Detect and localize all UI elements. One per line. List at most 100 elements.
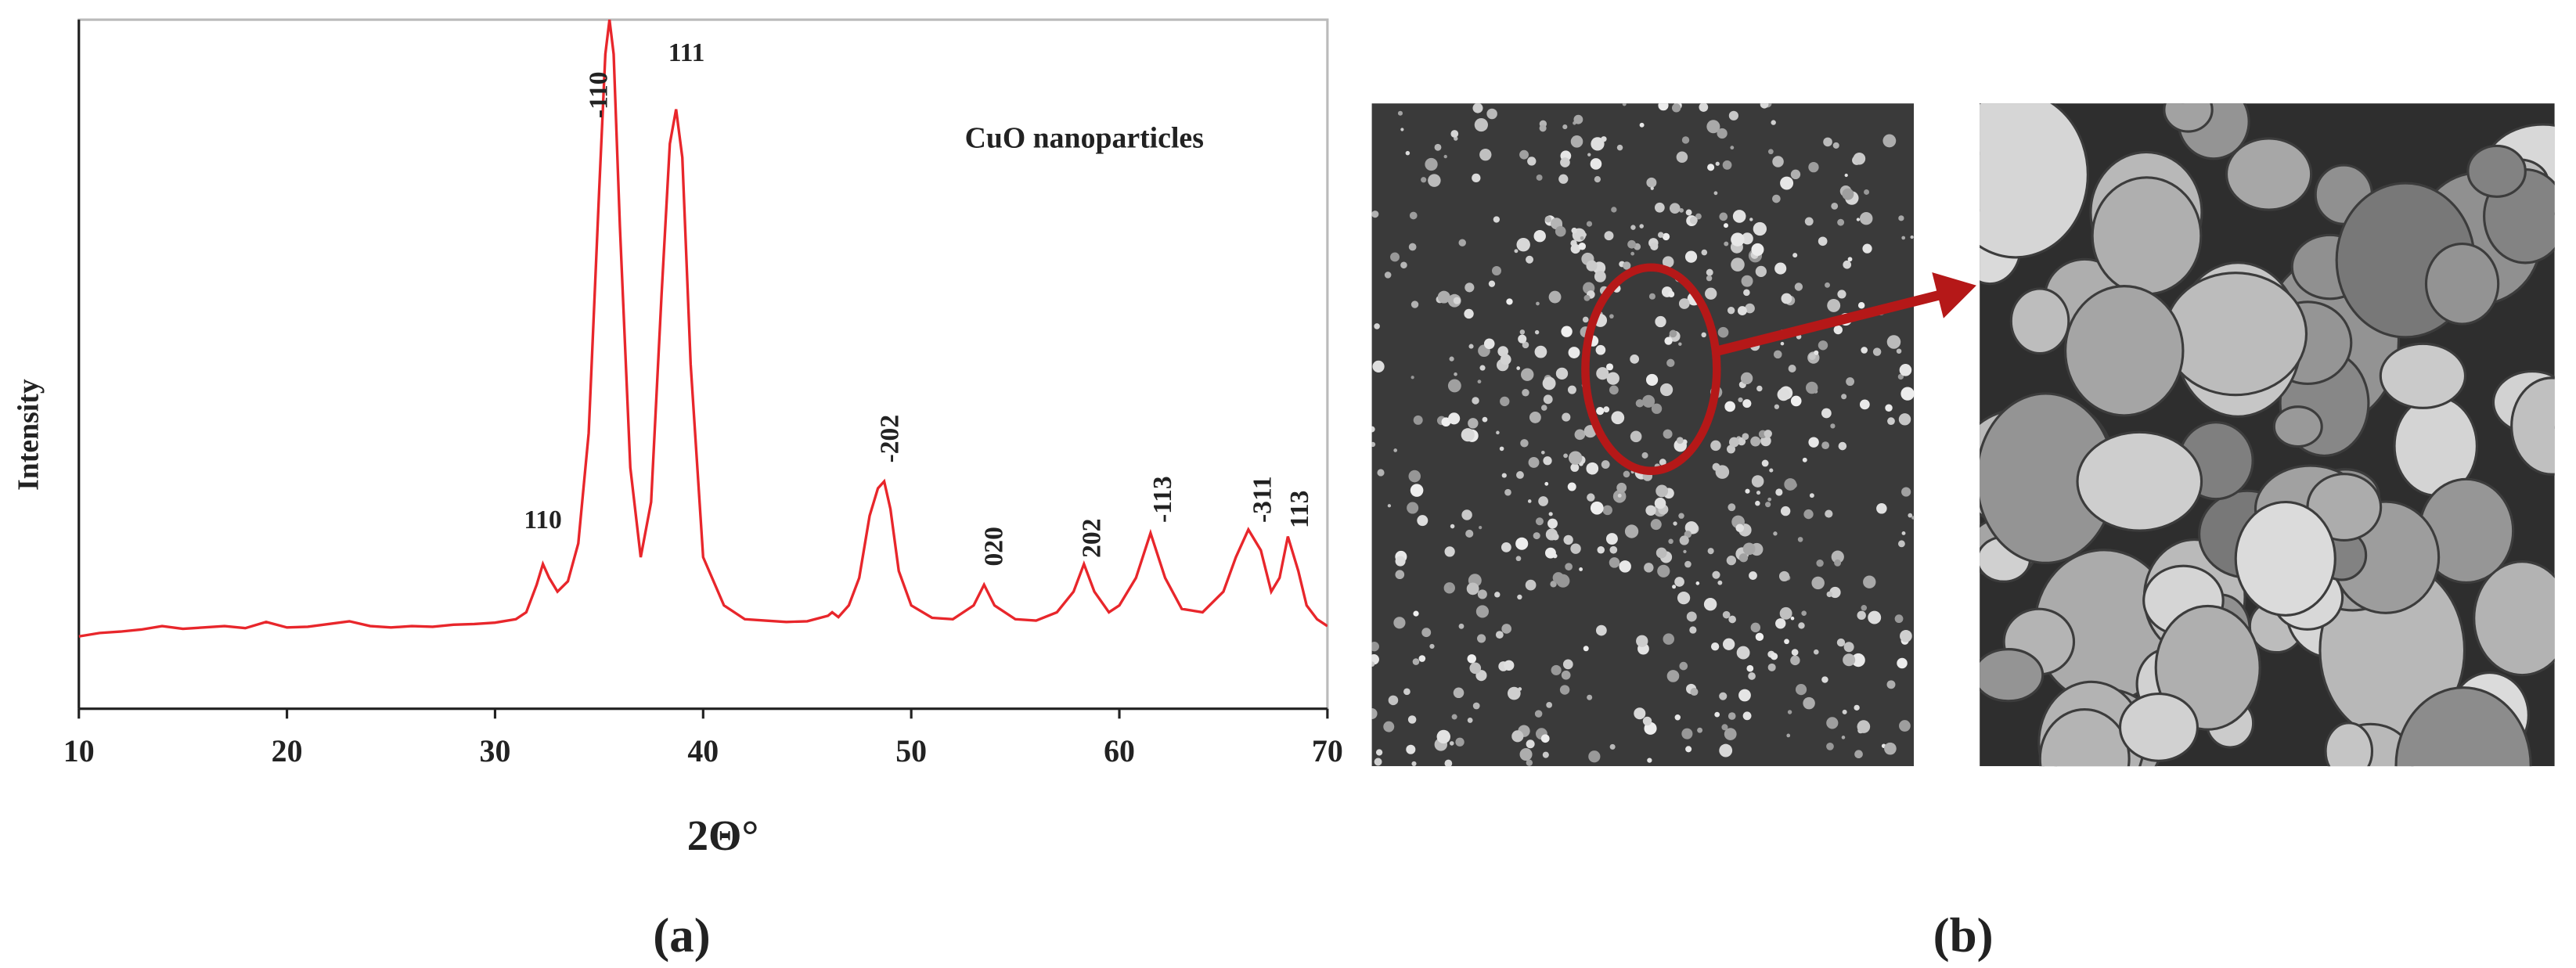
sem-particle [1658,103,1669,111]
sem-particle [1778,570,1790,581]
sem-particle [1519,149,1529,160]
sem-particle [1722,610,1731,619]
sem-particle [1721,724,1728,731]
sem-particle [1790,395,1802,407]
sem-particle [1587,153,1591,157]
sem-particle [1864,189,1870,195]
sem-particle [1570,543,1581,554]
sem-particle [1539,124,1547,132]
sem-particle [1780,506,1791,516]
sem-particle [1814,350,1819,355]
y-axis-label: Intensity [12,379,45,491]
sem-particle [1616,144,1623,151]
sem-particle [1516,238,1530,252]
sem-grain [1980,103,2089,259]
sem-particle [1458,623,1465,629]
sem-particle [1681,728,1693,739]
sem-particle [1647,757,1652,763]
sem-particle [1846,377,1855,387]
sem-particle [1765,502,1771,508]
sem-particle [1756,491,1761,495]
sem-particle [1371,654,1379,665]
sem-particle [1511,730,1524,743]
sem-particle [1596,407,1605,416]
sem-particle [1825,509,1833,518]
sem-particle [1837,218,1845,226]
sem-particle [1751,243,1764,256]
sem-particle [1390,252,1400,262]
sem-particle [1697,727,1703,733]
sem-particle [1710,642,1720,651]
sem-grain [2324,722,2374,767]
sem-particle [1712,570,1720,579]
sem-particle [1662,256,1674,268]
sem-particle [1705,287,1717,300]
sem-particle [1742,542,1756,556]
sem-particle [1826,591,1832,598]
sem-particle [1689,216,1698,225]
sem-particle [1623,261,1631,270]
sem-particle [1500,396,1510,407]
x-tick-label: 20 [272,733,303,768]
sem-particle [1558,174,1569,184]
sem-particle [1756,385,1763,392]
sem-particle [1544,216,1552,223]
sem-particle [1609,743,1616,750]
sem-particle [1536,174,1543,181]
sem-particle [1630,430,1642,443]
sem-particle [1522,341,1529,349]
sem-particle [1504,488,1511,496]
sem-particle [1449,356,1454,362]
sem-particle [1826,743,1834,750]
sem-particle [1551,664,1562,675]
sem-particle [1775,618,1786,629]
sem-particle [1408,470,1421,483]
sem-particle [1516,471,1524,479]
sem-particle [1413,415,1423,425]
sem-particle [1683,549,1687,554]
highlight-ellipse [1581,263,1721,475]
sem-particle [1717,580,1723,585]
x-tick-label: 40 [687,733,719,768]
sem-image-low-mag [1371,103,1915,767]
sem-particle [1522,389,1529,397]
sem-particle [1499,446,1504,452]
sem-particle [1808,161,1819,173]
sem-grain [2163,103,2214,133]
sem-particle [1601,460,1610,469]
sem-particle [1534,710,1543,718]
sem-particle [1443,154,1447,159]
sem-particle [1829,586,1841,599]
sem-particle [1494,592,1501,598]
sem-particle [1400,261,1407,269]
sem-particle [1479,365,1486,371]
sem-particle [1395,556,1406,567]
sem-particle [1689,626,1697,634]
sem-particle [1674,577,1684,587]
sem-particle [1477,380,1482,384]
sem-particle [1542,751,1549,758]
sem-particle [1832,142,1839,149]
sem-particle [1664,336,1673,345]
sem-particle [1622,103,1627,106]
sem-particle [1755,632,1764,642]
sem-particle [1519,329,1526,335]
sem-particle [1872,347,1882,356]
sem-particle [1590,501,1604,515]
sem-particle [1644,563,1654,573]
sem-particle [1568,347,1580,358]
sem-particle [1679,207,1684,213]
sem-particle [1448,412,1461,425]
sem-particle [1469,662,1482,675]
sem-particle [1609,385,1619,395]
sem-particle [1717,128,1728,139]
sem-particle [1772,194,1781,203]
sem-particle [1857,302,1865,309]
panel-label: (b) [1933,908,1994,963]
sem-particle [1479,526,1483,530]
sem-particle [1749,571,1757,580]
sem-particle [1786,733,1791,738]
sem-particle [1761,459,1769,467]
sem-particle [1650,519,1662,531]
peak-label: -202 [875,415,904,462]
